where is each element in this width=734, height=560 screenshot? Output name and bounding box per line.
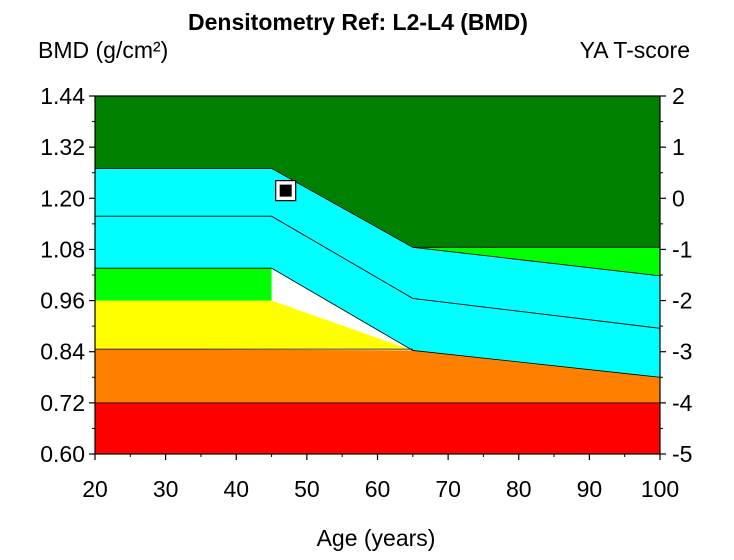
axes bbox=[89, 95, 666, 460]
x-tick-label-5: 70 bbox=[435, 476, 461, 502]
x-tick-label-0: 20 bbox=[82, 476, 108, 502]
x-tick-label-3: 50 bbox=[294, 476, 320, 502]
y2-tick-label-6: -4 bbox=[672, 390, 693, 416]
band-5 bbox=[95, 349, 660, 403]
y2-tick-label-1: 1 bbox=[672, 134, 685, 160]
y-tick-label-4: 0.96 bbox=[40, 288, 85, 314]
y-tick-label-6: 0.72 bbox=[40, 390, 85, 416]
chart-title: Densitometry Ref: L2-L4 (BMD) bbox=[188, 9, 528, 35]
x-tick-label-7: 90 bbox=[577, 476, 603, 502]
y-tick-label-5: 0.84 bbox=[40, 339, 85, 365]
x-tick-label-4: 60 bbox=[365, 476, 391, 502]
x-tick-label-8: 100 bbox=[641, 476, 679, 502]
x-tick-label-6: 80 bbox=[506, 476, 532, 502]
band-boundary-0 bbox=[95, 168, 660, 248]
y-tick-label-3: 1.08 bbox=[40, 236, 85, 262]
y-tick-label-0: 1.44 bbox=[40, 83, 85, 109]
band-3 bbox=[95, 268, 272, 301]
x-axis-label: Age (years) bbox=[317, 525, 436, 551]
y2-tick-label-2: 0 bbox=[672, 185, 685, 211]
patient-point bbox=[279, 184, 292, 197]
y2-tick-label-0: 2 bbox=[672, 83, 685, 109]
data-points bbox=[275, 180, 297, 202]
reference-mean-line bbox=[95, 215, 661, 329]
band-0 bbox=[95, 96, 660, 248]
y2-tick-label-5: -3 bbox=[672, 339, 692, 365]
y2-tick-label-4: -2 bbox=[672, 288, 692, 314]
y2-tick-label-3: -1 bbox=[672, 236, 692, 262]
y-tick-label-2: 1.20 bbox=[40, 185, 85, 211]
band-boundary-2 bbox=[95, 267, 661, 378]
reference-bands bbox=[95, 96, 660, 454]
y-tick-label-7: 0.60 bbox=[40, 441, 85, 467]
x-tick-label-1: 30 bbox=[153, 476, 179, 502]
tick-labels: 20 30 40 50 60 70 80 90 1001.441.321.201.080.960… bbox=[40, 83, 692, 502]
y2-tick-label-7: -5 bbox=[672, 441, 692, 467]
x-tick-label-2: 40 bbox=[223, 476, 249, 502]
band-6 bbox=[95, 402, 660, 454]
band-boundary-1 bbox=[412, 246, 661, 277]
reference-lines bbox=[95, 168, 661, 404]
y-axis-label-left: BMD (g/cm²) bbox=[38, 37, 168, 63]
y-axis-label-right: YA T-score bbox=[580, 37, 690, 63]
band-4 bbox=[95, 300, 413, 351]
band-2 bbox=[95, 168, 660, 378]
y-tick-label-1: 1.32 bbox=[40, 134, 85, 160]
